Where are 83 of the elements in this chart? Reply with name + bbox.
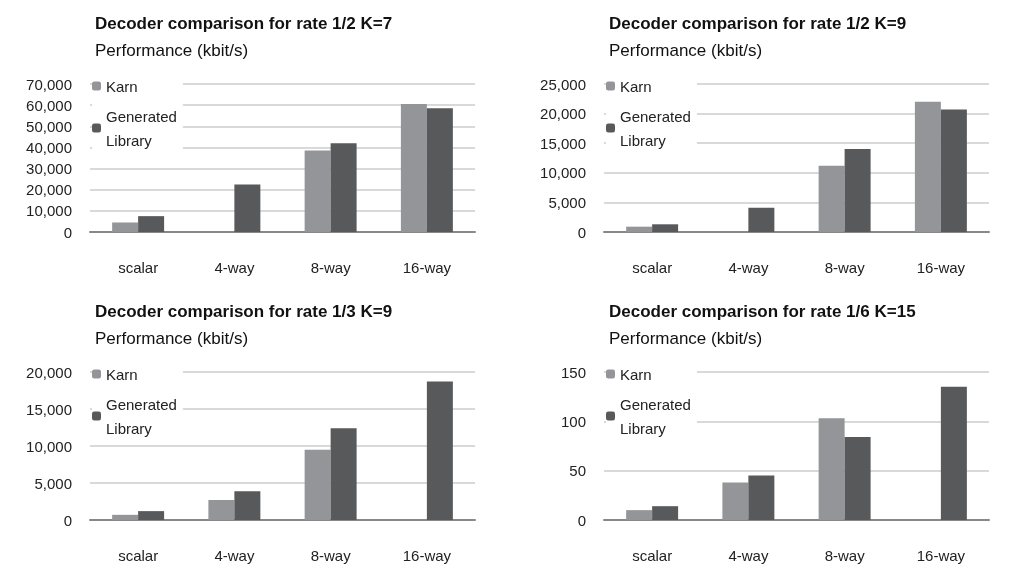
x-tick-label: 8-way — [310, 259, 352, 276]
y-tick-label: 50,000 — [26, 117, 72, 135]
bar — [914, 101, 941, 232]
bar — [208, 500, 235, 520]
legend-label: Karn — [620, 365, 652, 383]
x-tick-label: 4-way — [214, 259, 255, 276]
y-tick-label: 20,000 — [540, 105, 586, 123]
y-tick-label: 15,000 — [26, 400, 72, 418]
y-tick-label: 0 — [577, 223, 586, 241]
bar — [626, 226, 653, 232]
bar — [426, 108, 453, 232]
legend-label: Generated Library — [620, 107, 691, 149]
y-tick-label: 100 — [560, 412, 586, 430]
legend-label: Generated Library — [106, 395, 177, 437]
y-tick-label: 10,000 — [26, 437, 72, 455]
bar — [748, 207, 775, 232]
x-tick-label: 4-way — [728, 259, 769, 276]
x-tick-label: 16-way — [916, 259, 966, 276]
bar — [330, 143, 357, 232]
bar — [940, 109, 967, 232]
y-tick-label: 15,000 — [540, 134, 586, 152]
y-tick-label: 20,000 — [26, 363, 72, 381]
x-tick-label: 16-way — [402, 259, 452, 276]
x-tick-label: 8-way — [310, 547, 352, 564]
y-tick-label: 0 — [63, 511, 72, 529]
x-tick-label: 8-way — [824, 259, 866, 276]
bar — [330, 428, 357, 520]
chart-title: Decoder comparison for rate 1/2 K=7 — [95, 14, 393, 33]
legend-label: Generated Library — [106, 107, 177, 149]
bar — [234, 491, 261, 520]
bar — [426, 381, 453, 520]
bar — [138, 216, 165, 232]
x-tick-label: scalar — [118, 259, 159, 276]
bar — [844, 437, 871, 520]
x-tick-label: scalar — [632, 259, 673, 276]
y-tick-label: 30,000 — [26, 160, 72, 178]
x-tick-label: 4-way — [728, 547, 769, 564]
y-tick-label: 40,000 — [26, 138, 72, 156]
y-tick-label: 5,000 — [548, 193, 586, 211]
chart-title: Decoder comparison for rate 1/2 K=9 — [609, 14, 907, 33]
bar — [400, 104, 427, 232]
bar — [112, 514, 139, 520]
chart-subtitle: Performance (kbit/s) — [95, 41, 249, 60]
bar — [722, 482, 749, 520]
bar — [748, 475, 775, 520]
chart-subtitle: Performance (kbit/s) — [95, 329, 249, 348]
y-tick-label: 50 — [569, 462, 586, 480]
x-tick-label: scalar — [118, 547, 159, 564]
x-tick-label: 16-way — [916, 547, 966, 564]
bar — [940, 386, 967, 520]
bar — [818, 165, 845, 232]
x-tick-label: 16-way — [402, 547, 452, 564]
y-tick-label: 0 — [577, 511, 586, 529]
x-tick-label: 4-way — [214, 547, 255, 564]
bar — [112, 222, 139, 232]
bar — [652, 506, 679, 520]
bar — [304, 449, 331, 520]
y-tick-label: 70,000 — [26, 75, 72, 93]
chart-title: Decoder comparison for rate 1/3 K=9 — [95, 302, 393, 321]
x-tick-label: 8-way — [824, 547, 866, 564]
legend-label: Generated Library — [620, 395, 691, 437]
y-tick-label: 10,000 — [540, 164, 586, 182]
legend-label: Karn — [620, 77, 652, 95]
legend-label: Karn — [106, 365, 138, 383]
y-tick-label: 20,000 — [26, 181, 72, 199]
x-tick-label: scalar — [632, 547, 673, 564]
y-tick-label: 5,000 — [34, 474, 72, 492]
y-tick-label: 10,000 — [26, 202, 72, 220]
bar — [626, 510, 653, 520]
y-tick-label: 25,000 — [540, 75, 586, 93]
bar — [818, 418, 845, 520]
chart-subtitle: Performance (kbit/s) — [609, 41, 763, 60]
bar — [304, 150, 331, 232]
chart-subtitle: Performance (kbit/s) — [609, 329, 763, 348]
chart-title: Decoder comparison for rate 1/6 K=15 — [609, 302, 916, 321]
legend-label: Karn — [106, 77, 138, 95]
y-tick-label: 0 — [63, 223, 72, 241]
bar — [652, 224, 679, 232]
y-tick-label: 60,000 — [26, 96, 72, 114]
bar — [138, 511, 165, 520]
bar — [844, 149, 871, 232]
y-tick-label: 150 — [560, 363, 586, 381]
bar — [234, 184, 261, 232]
